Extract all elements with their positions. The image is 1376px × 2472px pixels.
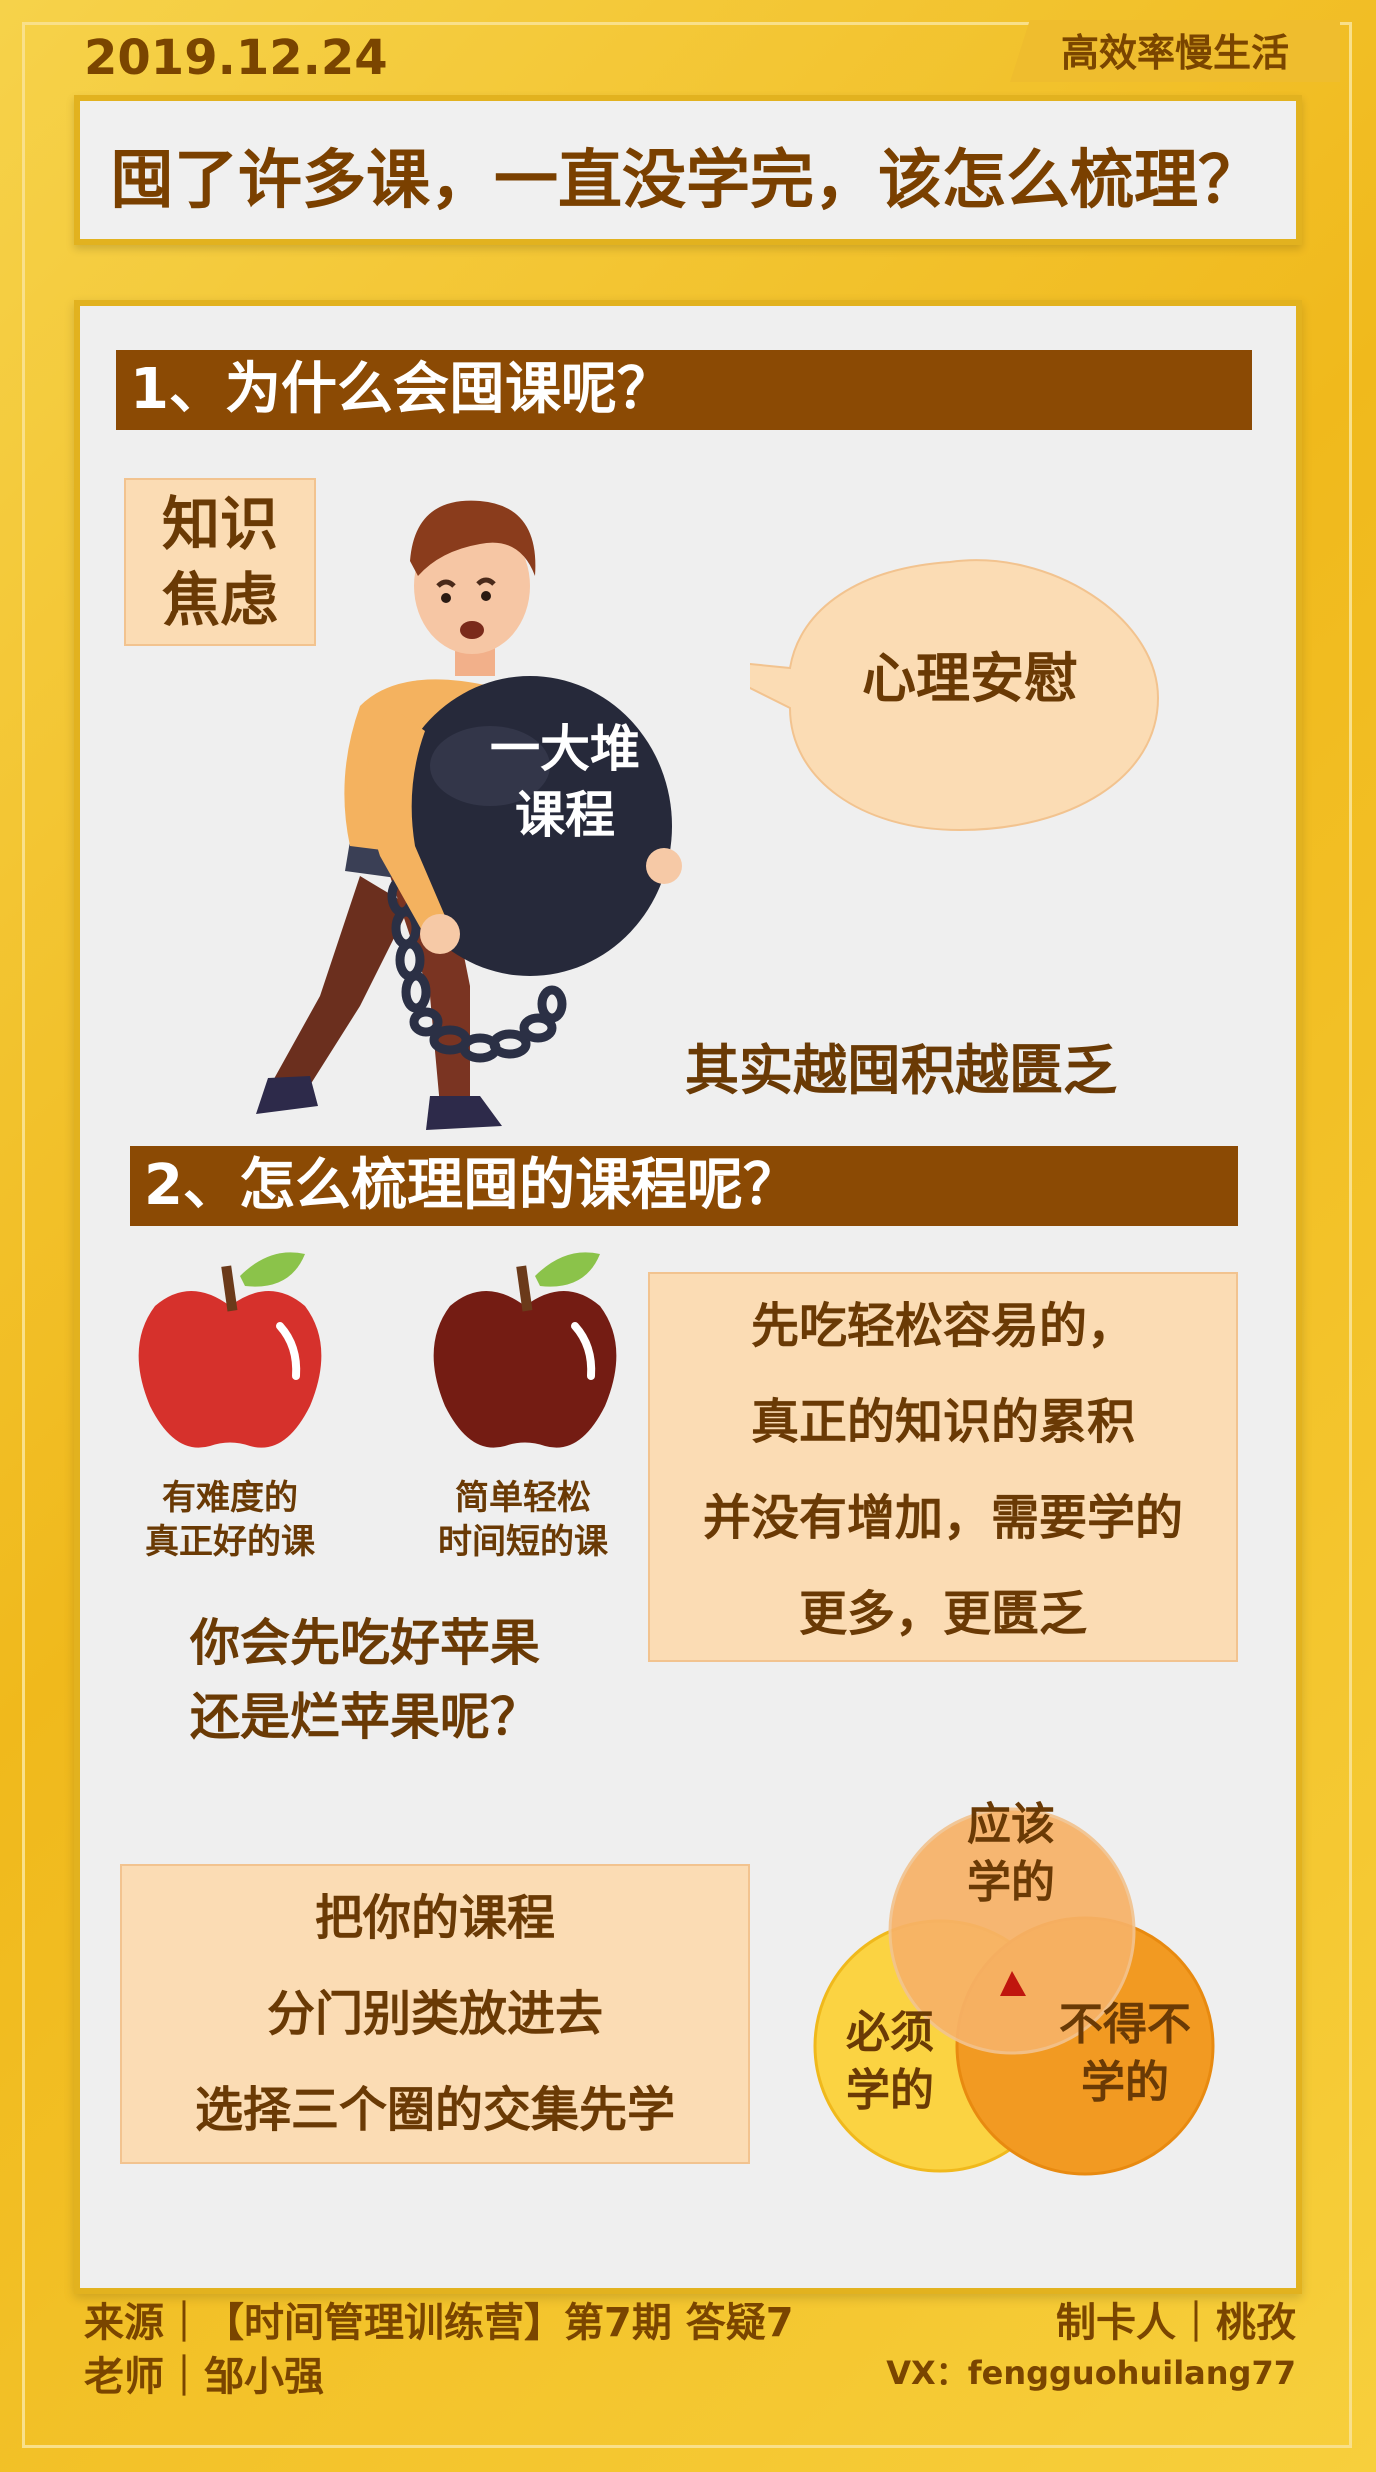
- venn-right-label: 不得不 学的: [1040, 1996, 1210, 2112]
- title-box: 囤了许多课，一直没学完，该怎么梳理？: [74, 95, 1302, 245]
- tag-line2: 焦虑: [161, 566, 278, 634]
- outer-frame: [22, 22, 1352, 2448]
- good-apple-label: 有难度的 真正好的课: [115, 1476, 345, 1564]
- man-hand-right: [646, 848, 682, 884]
- tip2-line: 分门别类放进去: [266, 1986, 603, 2042]
- tip-box-categorize: 把你的课程 分门别类放进去 选择三个圈的交集先学: [120, 1864, 750, 2164]
- venn-right-line1: 不得不: [1059, 1999, 1191, 2050]
- man-hand-left: [420, 914, 460, 954]
- man-arm: [367, 706, 445, 936]
- bubble-text: 心理安慰: [862, 647, 1078, 710]
- course-ball-shine: [430, 726, 550, 806]
- venn-top-line2: 学的: [967, 1857, 1055, 1908]
- man-mouth: [460, 621, 484, 639]
- venn-left-label: 必须 学的: [815, 2004, 965, 2120]
- tag-line1: 知识: [161, 490, 278, 558]
- venn-left-line2: 学的: [846, 2065, 934, 2116]
- tip2-line: 把你的课程: [314, 1890, 555, 1946]
- ball-line2: 课程: [515, 786, 615, 844]
- good-apple-icon: [138, 1252, 322, 1448]
- man-front-shoe: [426, 1096, 502, 1130]
- section1-conclusion: 其实越囤积越匮乏: [685, 1039, 1117, 1102]
- tip-box-easy-first: 先吃轻松容易的， 真正的知识的累积 并没有增加，需要学的 更多，更匮乏: [648, 1272, 1238, 1662]
- venn-right-line2: 学的: [1081, 2057, 1169, 2108]
- man-carrying-courses-illustration: [256, 500, 682, 1130]
- footer-credit: 制卡人｜桃孜 VX：fengguohuilang77: [886, 2296, 1296, 2396]
- tip2-line: 选择三个圈的交集先学: [194, 2082, 675, 2138]
- brand-ribbon: 高效率慢生活: [1010, 20, 1340, 82]
- good-apple-line1: 有难度的: [162, 1478, 298, 1518]
- bad-apple-label: 简单轻松 时间短的课: [408, 1476, 638, 1564]
- question-line2: 还是烂苹果呢？: [190, 1688, 540, 1746]
- question-line1: 你会先吃好苹果: [190, 1614, 540, 1672]
- good-apple-line2: 真正好的课: [145, 1522, 315, 1562]
- main-panel: 1、为什么会囤课呢？ 知识 焦虑: [74, 300, 1302, 2294]
- section1-heading: 1、为什么会囤课呢？: [116, 350, 1252, 430]
- bad-apple-icon: [433, 1252, 617, 1448]
- bad-apple-line2: 时间短的课: [438, 1522, 608, 1562]
- man-back-shoe: [256, 1076, 318, 1114]
- apple-question: 你会先吃好苹果 还是烂苹果呢？: [190, 1606, 540, 1754]
- ball-text: 一大堆 课程: [465, 716, 665, 848]
- footer-source-line2: 老师｜邹小强: [84, 2354, 324, 2400]
- knowledge-anxiety-tag: 知识 焦虑: [124, 478, 316, 646]
- tip1-line: 真正的知识的累积: [750, 1394, 1135, 1450]
- venn-diagram: [813, 1807, 1215, 2176]
- bad-apple-line1: 简单轻松: [455, 1478, 591, 1518]
- speech-bubble: [750, 559, 1160, 832]
- section2-heading: 2、怎么梳理囤的课程呢？: [130, 1146, 1238, 1226]
- venn-left-line1: 必须: [846, 2007, 934, 2058]
- footer-maker: 制卡人｜桃孜: [1056, 2300, 1296, 2346]
- man-back-leg: [270, 876, 410, 1101]
- ball-line1: 一大堆: [490, 720, 640, 778]
- tip1-line: 并没有增加，需要学的: [702, 1490, 1183, 1546]
- venn-intersection: [1000, 1971, 1026, 1996]
- footer-source-line1: 来源｜【时间管理训练营】第7期 答疑7: [84, 2300, 794, 2346]
- venn-top-label: 应该 学的: [936, 1796, 1086, 1912]
- footer-source: 来源｜【时间管理训练营】第7期 答疑7 老师｜邹小强: [84, 2296, 794, 2404]
- date-label: 2019.12.24: [84, 30, 388, 86]
- tip1-line: 更多，更匮乏: [798, 1586, 1087, 1642]
- venn-circle-should: [888, 1807, 1136, 2055]
- man-hair: [410, 500, 536, 576]
- footer-vx: VX：fengguohuilang77: [886, 2354, 1296, 2392]
- page-title: 囤了许多课，一直没学完，该怎么梳理？: [110, 143, 1262, 218]
- venn-top-line1: 应该: [967, 1799, 1055, 1850]
- tip1-line: 先吃轻松容易的，: [750, 1298, 1135, 1354]
